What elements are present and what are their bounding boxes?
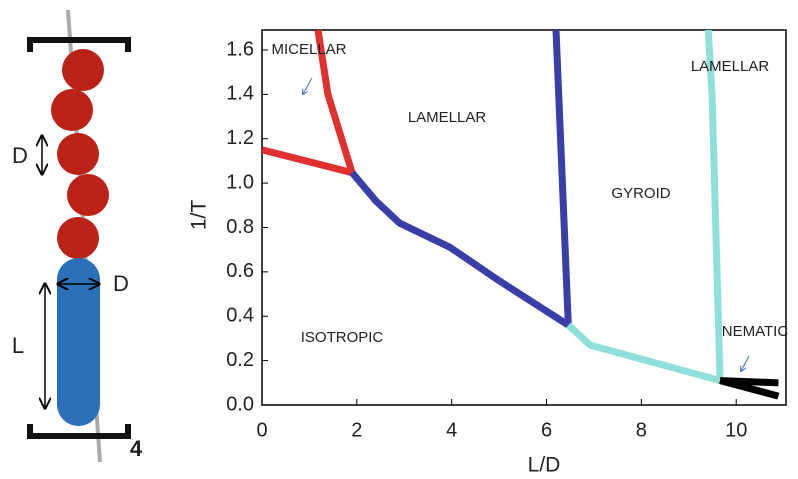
- x-tick-label: 10: [725, 419, 747, 441]
- rod: [57, 258, 100, 426]
- y-tick-label: 1.0: [226, 171, 254, 193]
- y-tick-label: 0.6: [226, 260, 254, 282]
- phase-boundary: [719, 377, 780, 400]
- dimension-label: L: [12, 333, 24, 358]
- plot-frame: [261, 29, 787, 406]
- y-tick-label: 1.6: [226, 38, 254, 60]
- y-axis-title: 1/T: [188, 200, 211, 231]
- figure-label: 4: [130, 436, 143, 461]
- phase-label: ISOTROPIC: [301, 329, 384, 346]
- bead: [57, 133, 99, 175]
- x-tick-label: 8: [636, 419, 647, 441]
- bracket: [27, 424, 131, 439]
- phase-boundary: [565, 30, 724, 385]
- molecule-schematic: D D L 4: [12, 9, 143, 463]
- phase-label: LAMELLAR: [408, 109, 487, 126]
- x-tick-label: 4: [446, 419, 457, 441]
- y-tick-label: 1.4: [226, 83, 254, 105]
- phase-label: MICELLAR: [271, 41, 346, 58]
- y-tick-label: 0.2: [226, 349, 254, 371]
- phase-label: LAMELLAR: [691, 58, 770, 75]
- x-axis-title: L/D: [528, 454, 561, 477]
- y-tick-label: 0.0: [226, 393, 254, 415]
- y-tick-label: 1.2: [226, 127, 254, 149]
- bracket: [27, 37, 131, 52]
- y-tick-label: 0.8: [226, 216, 254, 238]
- y-tick-label: 0.4: [226, 305, 254, 327]
- pointer-arrow: [303, 77, 313, 94]
- phase-boundary: [349, 30, 572, 329]
- pointer-arrow: [741, 355, 750, 371]
- x-tick-label: 0: [256, 419, 267, 441]
- dimension-label: D: [113, 271, 129, 296]
- plot-lines: [262, 30, 780, 400]
- bead: [57, 217, 99, 259]
- dimension-label: D: [12, 143, 28, 168]
- x-tick-label: 6: [541, 419, 552, 441]
- phase-boundary: [262, 30, 356, 177]
- phase-label: GYROID: [611, 185, 670, 202]
- bead: [51, 89, 93, 131]
- x-tick-label: 2: [351, 419, 362, 441]
- phase-label: NEMATIC: [722, 323, 789, 340]
- bead: [62, 49, 104, 91]
- phase-diagram: 0 2 4 6 8 10 0.0 0.2 0.4 0.6 0.8 1.0 1.2 1.4 1.6 L/D 1/T…: [188, 29, 789, 477]
- bead: [67, 174, 109, 216]
